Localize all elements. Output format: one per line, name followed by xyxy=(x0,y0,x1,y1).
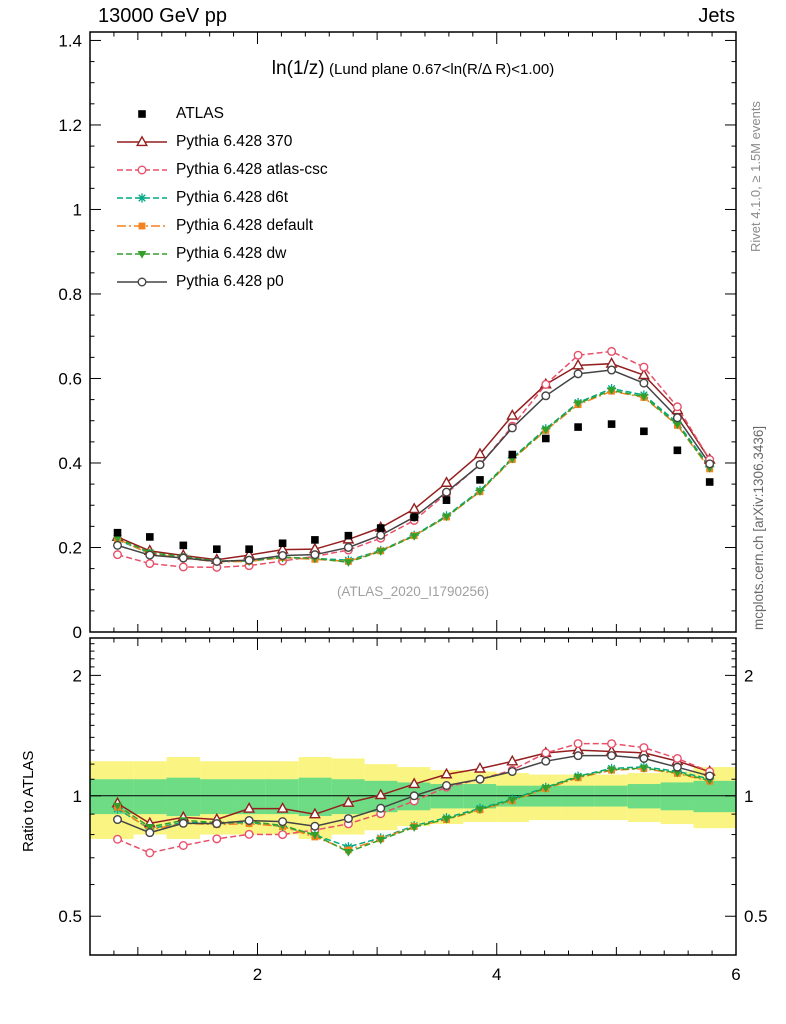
analysis-id-watermark: (ATLAS_2020_I1790256) xyxy=(336,584,490,599)
legend-marker-triangle-down-filled xyxy=(117,251,167,259)
legend-label: Pythia 6.428 default xyxy=(176,217,314,234)
svg-text:0.8: 0.8 xyxy=(58,285,82,304)
legend-marker-triangle-open xyxy=(117,135,167,147)
green-band-bin xyxy=(133,779,167,815)
plot-title: ln(1/z) (Lund plane 0.67<ln(R/Δ R)<1.00) xyxy=(90,58,736,80)
svg-text:0.6: 0.6 xyxy=(58,369,82,388)
svg-text:0: 0 xyxy=(73,623,82,642)
green-band-bin xyxy=(693,780,736,813)
main-panel-frame xyxy=(89,31,737,633)
svg-text:2: 2 xyxy=(744,666,753,685)
svg-text:0.2: 0.2 xyxy=(58,538,82,557)
legend-item: Pythia 6.428 370 xyxy=(116,128,328,156)
svg-text:0.5: 0.5 xyxy=(58,907,82,926)
svg-text:0.4: 0.4 xyxy=(58,454,82,473)
series-markers xyxy=(111,346,716,858)
legend-label: Pythia 6.428 p0 xyxy=(176,273,284,290)
ratio-axis-label: Ratio to ATLAS xyxy=(20,750,37,852)
svg-text:2: 2 xyxy=(253,965,262,984)
legend-marker-square-filled xyxy=(117,222,167,230)
green-band-bin xyxy=(200,779,233,815)
svg-text:1: 1 xyxy=(744,787,753,806)
green-band-bin xyxy=(166,777,201,817)
svg-text:0.5: 0.5 xyxy=(744,907,768,926)
legend-marker-square xyxy=(138,110,146,118)
legend-item: ATLAS xyxy=(116,100,328,128)
legend-label: ATLAS xyxy=(176,105,224,122)
ratio-panel-frame xyxy=(89,637,737,956)
svg-text:1.2: 1.2 xyxy=(58,116,82,135)
observable-label: ln(1/z) xyxy=(271,58,325,79)
legend: ATLAS Pythia 6.428 370 Pythia 6.428 atlas-… xyxy=(116,100,328,296)
beam-energy-label: 13000 GeV pp xyxy=(98,5,227,27)
legend-label: Pythia 6.428 d6t xyxy=(176,189,289,206)
legend-item: Pythia 6.428 default xyxy=(116,212,328,240)
legend-marker-circle-open xyxy=(117,165,167,175)
legend-marker-circle-open xyxy=(117,277,167,287)
legend-label: Pythia 6.428 atlas-csc xyxy=(176,161,328,178)
selection-label: (Lund plane 0.67<ln(R/Δ R)<1.00) xyxy=(329,61,555,78)
svg-text:4: 4 xyxy=(492,965,501,984)
legend-item: Pythia 6.428 atlas-csc xyxy=(116,156,328,184)
svg-text:2: 2 xyxy=(73,666,82,685)
legend-item: Pythia 6.428 p0 xyxy=(116,268,328,296)
rivet-version-note: Rivet 4.1.0, ≥ 1.5M events xyxy=(748,101,763,252)
axis-tick-labels: 0 0.2 0.4 0.6 0.8 1 1.2 1.4 0.5 0.5 1 1 2 2 2 4 6 xyxy=(58,31,767,984)
legend-marker-asterisk xyxy=(117,193,167,203)
legend-label: Pythia 6.428 dw xyxy=(176,245,287,262)
legend-item: Pythia 6.428 d6t xyxy=(116,184,328,212)
svg-text:1: 1 xyxy=(73,787,82,806)
analysis-group-label: Jets xyxy=(698,5,735,27)
svg-text:1: 1 xyxy=(73,200,82,219)
mcplots-attribution-note: mcplots.cern.ch [arXiv:1306.3436] xyxy=(751,425,766,630)
svg-text:6: 6 xyxy=(731,965,740,984)
svg-text:1.4: 1.4 xyxy=(58,31,82,50)
legend-label: Pythia 6.428 370 xyxy=(176,133,293,150)
green-band-bin xyxy=(331,779,365,815)
legend-item: Pythia 6.428 dw xyxy=(116,240,328,268)
axis-ticks xyxy=(90,32,737,955)
green-band-bin xyxy=(660,782,694,811)
